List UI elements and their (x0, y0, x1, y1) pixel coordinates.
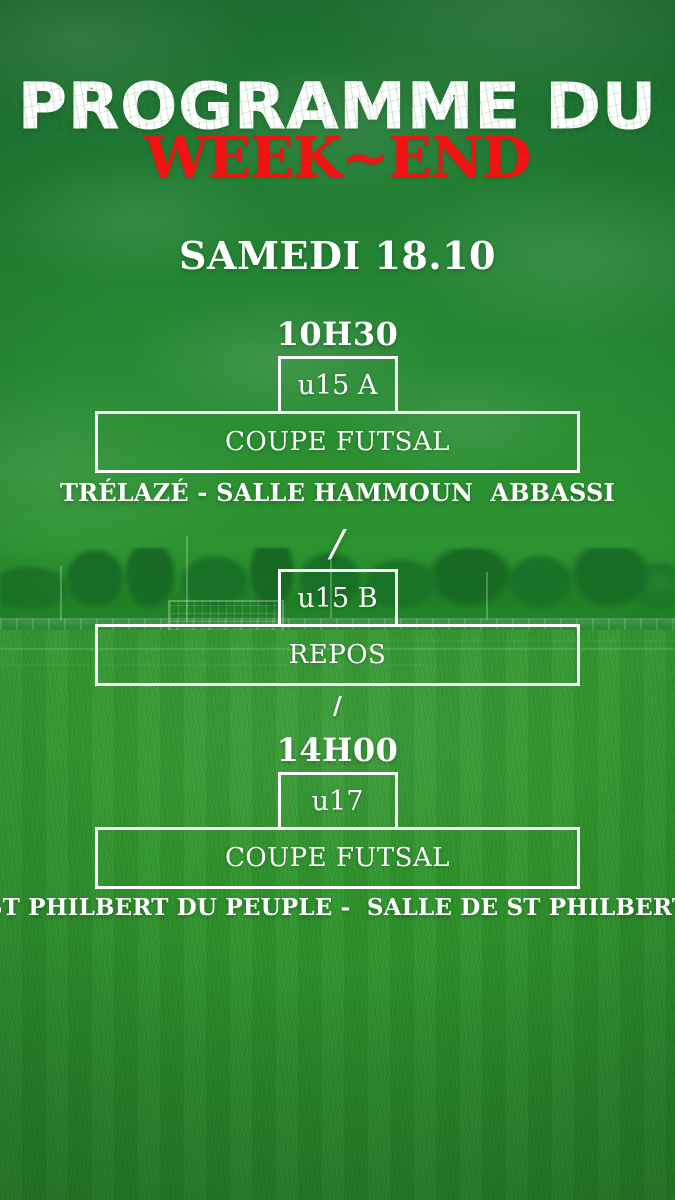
match-row: 14H00 u17 COUPE FUTSAL ST PHILBERT DU PE… (0, 734, 675, 921)
match-venue: ST PHILBERT DU PEUPLE - SALLE DE ST PHIL… (0, 894, 675, 921)
match-category-box: u15 B (277, 569, 398, 627)
match-time: 10H30 (276, 315, 399, 353)
match-row: / u15 B REPOS / (0, 521, 675, 720)
match-row: 10H30 u15 A COUPE FUTSAL TRÉLAZÉ - SALLE… (0, 318, 675, 507)
title-main-line: PROGRAMME DU (0, 70, 675, 143)
day-label: SAMEDI 18.10 (179, 233, 496, 278)
poster-title: PROGRAMME DU WEEK~END (0, 70, 675, 191)
match-competition-bar: COUPE FUTSAL (95, 411, 580, 473)
match-time: 14H00 (276, 731, 399, 769)
match-venue: TRÉLAZÉ - SALLE HAMMOUN ABBASSI (60, 478, 615, 507)
match-schedule: 10H30 u15 A COUPE FUTSAL TRÉLAZÉ - SALLE… (0, 318, 675, 921)
match-time: / (327, 518, 348, 569)
title-main-text: PROGRAMME DU (13, 70, 662, 143)
match-category-box: u15 A (277, 356, 398, 414)
match-venue: / (333, 691, 342, 720)
match-competition-bar: COUPE FUTSAL (95, 827, 580, 889)
match-competition-bar: REPOS (95, 624, 580, 686)
match-category-box: u17 (277, 772, 398, 830)
title-sub-text: WEEK~END (144, 124, 532, 191)
